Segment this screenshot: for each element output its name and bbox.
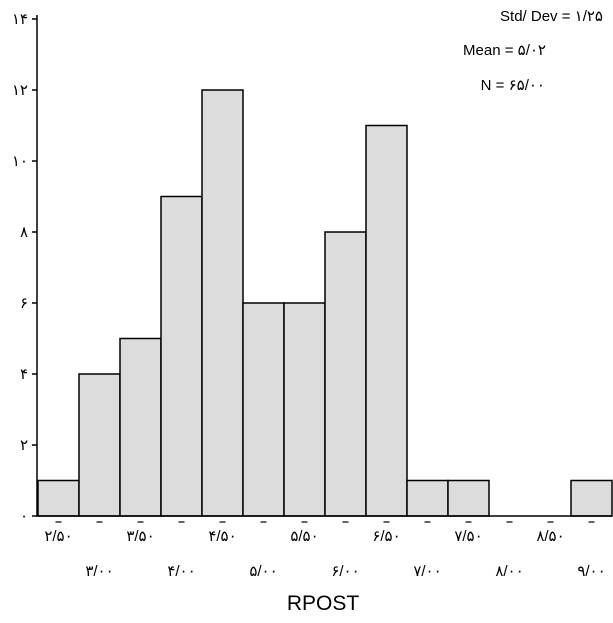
histogram-bar: [365, 124, 408, 517]
x-tick-label: ۴/۵۰: [208, 528, 236, 545]
y-tick-label: ۱۴: [12, 11, 28, 28]
y-tick-label: ۸: [20, 224, 28, 241]
histogram-bar: [160, 195, 203, 517]
x-ticks-group: ۲/۵۰ ۳/۵۰ ۴/۵۰ ۵/۵۰ ۶/۵۰ ۷/۵۰ ۸/۵۰ ۳/۰۰ ۴/۰۰ ۵/۰۰…: [44, 521, 606, 580]
histogram-bar: [119, 337, 162, 517]
x-tick-label: ۵/۵۰: [290, 528, 318, 545]
x-axis-title: RPOST: [287, 592, 360, 615]
axes-group: [36, 15, 612, 517]
stat-n: N = ۶۵/۰۰: [481, 77, 545, 94]
x-tick-label: ۷/۵۰: [454, 528, 482, 545]
histogram-bar: [78, 373, 121, 517]
x-tick-label: ۸/۵۰: [536, 528, 564, 545]
x-tick-label: ۴/۰۰: [167, 563, 195, 580]
histogram-bar: [37, 479, 80, 517]
histogram-bar: [283, 302, 326, 517]
y-tick-label: ۶: [20, 295, 28, 312]
histogram-bar: [447, 479, 490, 517]
stat-mean: Mean = ۵/۰۲: [463, 42, 546, 59]
x-tick-label: ۳/۵۰: [126, 528, 154, 545]
histogram-bar: [201, 89, 244, 517]
stats-box: Std/ Dev = ۱/۲۵ Mean = ۵/۰۲ N = ۶۵/۰۰: [463, 8, 603, 94]
x-tick-label: ۵/۰۰: [249, 563, 277, 580]
histogram-bar: [570, 479, 613, 517]
y-tick-label: ۲: [20, 437, 28, 454]
y-tick-label: ۱۲: [12, 82, 28, 99]
x-tick-label: ۸/۰۰: [495, 563, 523, 580]
stat-std-dev: Std/ Dev = ۱/۲۵: [500, 8, 603, 25]
histogram-bar: [406, 479, 449, 517]
x-tick-label: ۳/۰۰: [85, 563, 113, 580]
x-tick-label: ۶/۵۰: [372, 528, 400, 545]
histogram-bar: [242, 302, 285, 517]
x-tick-label: ۲/۵۰: [44, 528, 72, 545]
bars-group: [37, 89, 613, 517]
x-tick-label: ۹/۰۰: [577, 563, 605, 580]
x-tick-label: ۶/۰۰: [331, 563, 359, 580]
y-ticks-group: ۰ ۲ ۴ ۶ ۸ ۱۰ ۱۲ ۱۴: [12, 11, 37, 525]
x-tick-label: ۷/۰۰: [413, 563, 441, 580]
y-tick-label: ۰: [20, 508, 28, 525]
histogram-bar: [324, 231, 367, 517]
y-tick-label: ۱۰: [12, 153, 28, 170]
y-tick-label: ۴: [20, 366, 28, 383]
